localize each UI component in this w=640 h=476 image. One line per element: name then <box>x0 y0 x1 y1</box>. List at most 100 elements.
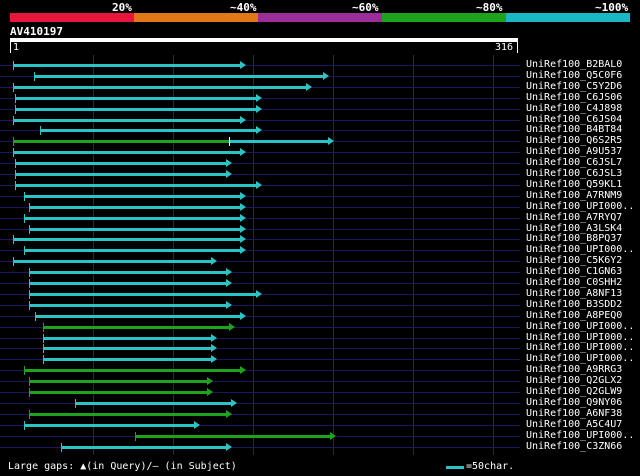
hit-label[interactable]: UniRef100_Q2GLX2 <box>526 375 623 387</box>
hit-alignment-bar[interactable] <box>24 423 194 427</box>
hit-arrow-icon <box>323 71 330 80</box>
hit-label[interactable]: UniRef100_UPI000.. <box>526 200 635 212</box>
hit-label[interactable]: UniRef100_UPI000.. <box>526 244 635 256</box>
hit-alignment-bar[interactable] <box>29 205 241 209</box>
hit-arrow-icon <box>256 104 263 113</box>
hit-alignment-bar[interactable] <box>29 391 207 394</box>
hit-label[interactable]: UniRef100_A9U537 <box>526 146 623 158</box>
hit-alignment-bar[interactable] <box>40 129 257 133</box>
hit-label[interactable]: UniRef100_C6JS06 <box>526 91 623 103</box>
hit-alignment-bar[interactable] <box>24 249 241 253</box>
hit-label[interactable]: UniRef100_A8NF13 <box>526 287 623 299</box>
hit-label[interactable]: UniRef100_A9RRG3 <box>526 364 623 376</box>
hit-alignment-bar[interactable] <box>14 107 257 111</box>
legend-segment-5 <box>506 13 630 22</box>
hit-label[interactable]: UniRef100_Q9NY06 <box>526 396 623 408</box>
hit-arrow-icon <box>240 213 247 222</box>
hit-label[interactable]: UniRef100_A5C4U7 <box>526 418 623 430</box>
hit-label[interactable]: UniRef100_C6JSL3 <box>526 168 623 179</box>
hit-alignment-bar[interactable] <box>13 85 306 89</box>
grid-line <box>173 55 174 455</box>
hit-row-line <box>0 152 520 154</box>
hit-alignment-bar[interactable] <box>33 74 324 78</box>
hit-alignment-bar[interactable] <box>24 216 241 220</box>
hit-label[interactable]: UniRef100_C6JS04 <box>526 113 623 125</box>
grid-line <box>333 55 334 455</box>
hit-row-line <box>0 119 520 121</box>
hit-arrow-icon <box>225 409 232 418</box>
hit-label[interactable]: UniRef100_A8PEQ0 <box>526 309 623 321</box>
hit-label[interactable]: UniRef100_A7RYQ7 <box>526 211 623 223</box>
hit-label[interactable]: UniRef100_C1GN63 <box>526 266 623 278</box>
hit-arrow-icon <box>240 246 247 255</box>
hit-arrow-icon <box>211 333 218 342</box>
hit-alignment-bar[interactable] <box>29 303 226 307</box>
hit-label[interactable]: UniRef100_Q2GLW9 <box>526 386 623 397</box>
hit-row-line <box>0 195 520 197</box>
hit-label[interactable]: UniRef100_UPI000.. <box>526 320 635 332</box>
hit-label[interactable]: UniRef100_A3LSK4 <box>526 222 623 234</box>
hit-alignment-bar[interactable] <box>13 238 241 242</box>
hit-label[interactable]: UniRef100_B4BT84 <box>526 124 623 136</box>
hit-alignment-bar[interactable] <box>43 325 229 329</box>
grid-line <box>413 55 414 455</box>
hit-label[interactable]: UniRef100_C0SHH2 <box>526 277 623 288</box>
hit-alignment-bar[interactable] <box>35 314 241 318</box>
hit-alignment-bar[interactable] <box>14 183 257 187</box>
hit-label[interactable]: UniRef100_Q6S2R5 <box>526 135 623 147</box>
grid-line <box>93 55 94 455</box>
hit-label[interactable]: UniRef100_C5Y2D6 <box>526 80 623 92</box>
hit-alignment-bar[interactable] <box>29 271 226 275</box>
query-sequence-bar <box>10 38 518 42</box>
hit-label[interactable]: UniRef100_C3ZN66 <box>526 440 623 452</box>
hit-alignment-bar[interactable] <box>14 162 226 166</box>
hit-alignment-bar[interactable] <box>29 227 241 231</box>
hit-label[interactable]: UniRef100_A6NF38 <box>526 407 623 419</box>
hit-alignment-bar[interactable] <box>14 96 257 100</box>
hit-row-line <box>0 250 520 252</box>
legend-label-80: ~80% <box>476 1 503 14</box>
hit-arrow-icon <box>240 224 247 233</box>
hit-alignment-bar[interactable] <box>13 260 212 264</box>
hit-alignment-bar[interactable] <box>13 151 241 155</box>
hit-alignment-bar[interactable] <box>29 380 207 384</box>
hit-row-line <box>0 174 520 175</box>
hit-row-line <box>0 326 520 328</box>
hit-alignment-bar[interactable] <box>134 434 330 438</box>
hit-label[interactable]: UniRef100_UPI000.. <box>526 429 635 441</box>
gaps-legend-text: Large gaps: ▲(in Query)/– (in Subject) <box>8 461 237 472</box>
hit-label[interactable]: UniRef100_A7RNM9 <box>526 189 623 201</box>
hit-label[interactable]: UniRef100_C6JSL7 <box>526 157 623 169</box>
hit-alignment-bar[interactable] <box>43 336 212 340</box>
hit-alignment-bar[interactable] <box>13 64 241 67</box>
hit-alignment-bar[interactable] <box>29 282 226 285</box>
hit-label[interactable]: UniRef100_UPI000.. <box>526 331 635 343</box>
hit-alignment-bar[interactable] <box>61 445 226 449</box>
hit-alignment-bar[interactable] <box>229 140 329 144</box>
hit-label[interactable]: UniRef100_C4J898 <box>526 102 623 114</box>
hit-alignment-bar[interactable] <box>75 401 231 405</box>
hit-alignment-bar[interactable] <box>13 140 229 144</box>
hit-alignment-bar[interactable] <box>43 347 212 351</box>
hit-alignment-bar[interactable] <box>29 412 226 416</box>
hit-label[interactable]: UniRef100_B3SDD2 <box>526 298 623 310</box>
hit-arrow-icon <box>240 148 247 157</box>
identity-color-scale <box>10 13 630 22</box>
hit-alignment-bar[interactable] <box>43 358 212 362</box>
hit-label[interactable]: UniRef100_B2BAL0 <box>526 59 623 70</box>
ruler-start-tick <box>10 42 11 53</box>
hit-label[interactable]: UniRef100_UPI000.. <box>526 353 635 365</box>
hit-row-line <box>0 304 520 306</box>
hit-label[interactable]: UniRef100_Q59KL1 <box>526 178 623 190</box>
hit-alignment-bar[interactable] <box>24 369 241 373</box>
hit-label[interactable]: UniRef100_Q5C0F6 <box>526 69 623 81</box>
hit-alignment-bar[interactable] <box>24 194 241 198</box>
hit-label[interactable]: UniRef100_UPI000.. <box>526 342 635 354</box>
hit-arrow-icon <box>328 137 335 146</box>
hit-label[interactable]: UniRef100_B8PQ37 <box>526 233 623 245</box>
hit-alignment-bar[interactable] <box>13 118 241 122</box>
hit-label[interactable]: UniRef100_C5K6Y2 <box>526 255 623 267</box>
hit-alignment-bar[interactable] <box>14 173 226 176</box>
hit-alignment-bar[interactable] <box>29 292 257 296</box>
hit-arrow-icon <box>256 93 263 102</box>
